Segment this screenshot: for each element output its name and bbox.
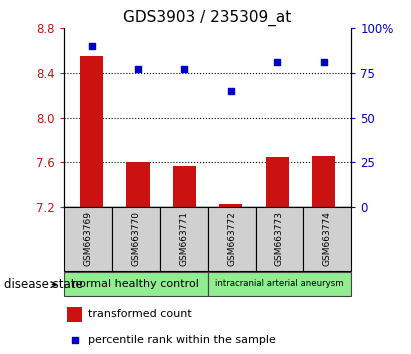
Bar xyxy=(173,166,196,207)
Point xyxy=(181,67,188,72)
Point xyxy=(320,59,327,65)
Bar xyxy=(126,162,150,207)
Title: GDS3903 / 235309_at: GDS3903 / 235309_at xyxy=(123,9,292,25)
Bar xyxy=(256,207,303,271)
Point xyxy=(227,88,234,94)
Text: disease state: disease state xyxy=(4,279,83,291)
Bar xyxy=(64,272,208,296)
Text: GSM663771: GSM663771 xyxy=(179,211,188,267)
Text: GSM663773: GSM663773 xyxy=(275,211,284,267)
Point xyxy=(135,67,141,72)
Bar xyxy=(67,307,82,322)
Bar xyxy=(64,207,112,271)
Bar xyxy=(303,207,351,271)
Text: GSM663770: GSM663770 xyxy=(131,211,140,267)
Bar xyxy=(266,157,289,207)
Text: GSM663774: GSM663774 xyxy=(323,211,332,267)
Bar xyxy=(219,204,242,207)
Text: percentile rank within the sample: percentile rank within the sample xyxy=(88,335,276,344)
Point xyxy=(274,59,280,65)
Text: GSM663769: GSM663769 xyxy=(83,211,92,267)
Bar xyxy=(159,207,208,271)
Bar xyxy=(80,56,103,207)
Text: GSM663772: GSM663772 xyxy=(227,211,236,267)
Bar xyxy=(208,207,256,271)
Text: transformed count: transformed count xyxy=(88,309,192,319)
Bar xyxy=(312,156,335,207)
Bar xyxy=(112,207,159,271)
Point xyxy=(88,44,95,49)
Text: normal healthy control: normal healthy control xyxy=(72,279,199,289)
Bar xyxy=(208,272,351,296)
Text: intracranial arterial aneurysm: intracranial arterial aneurysm xyxy=(215,279,344,288)
Point xyxy=(72,337,78,342)
